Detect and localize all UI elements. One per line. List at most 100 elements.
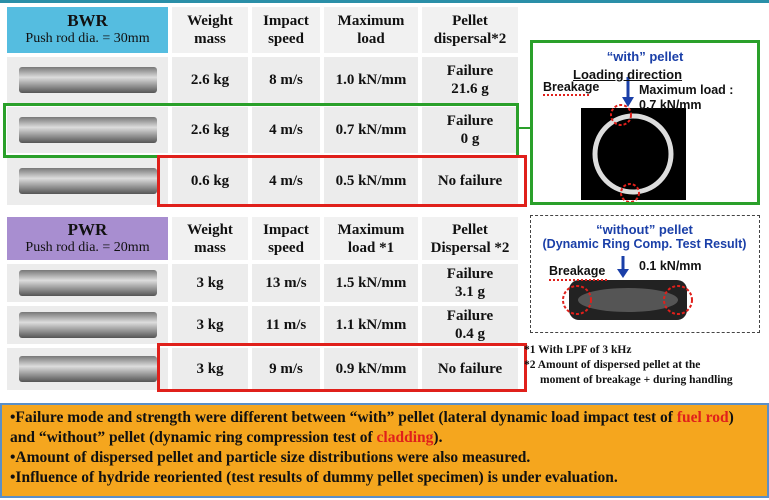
bullet: •Influence of hydride reoriented (test r… (10, 468, 759, 488)
top-rule (0, 0, 769, 3)
sample-image (18, 312, 157, 338)
summary-box: •Failure mode and strength were differen… (0, 403, 769, 498)
direction-label: Loading direction (573, 67, 683, 82)
data-cell: 2.6 kg (170, 55, 250, 105)
bullet-text: ) and “without” pellet (dynamic ring com… (10, 409, 734, 446)
cell-line: No failure (437, 173, 503, 189)
data-cell: 0.9 kN/mm (322, 346, 420, 392)
sample-image (18, 270, 157, 296)
sample-photo (5, 105, 170, 155)
sample-photo (5, 155, 170, 207)
bullet-text: •Failure mode and strength were differen… (10, 409, 677, 426)
header-line: mass (194, 239, 226, 256)
cell-text: 0.6 kg (190, 173, 230, 189)
header-line: Maximum (337, 221, 405, 238)
cell-text: 13 m/s (265, 275, 307, 291)
data-cell: Failure 0 g (420, 105, 520, 155)
cell-text: 1.0 kN/mm (335, 72, 407, 88)
cell-text: 1.1 kN/mm (335, 317, 407, 333)
data-cell: 4 m/s (250, 105, 322, 155)
cell-text: 8 m/s (269, 72, 303, 88)
header-line: speed (268, 31, 304, 47)
header-line: speed (268, 239, 304, 256)
data-cell: 1.5 kN/mm (322, 262, 420, 304)
bullet: •Amount of dispersed pellet and particle… (10, 448, 759, 468)
header-cell: Impact speed (250, 215, 322, 262)
cell-text: 1.5 kN/mm (335, 275, 407, 291)
table-title: PWR (67, 219, 108, 239)
cell-text: 0.7 kN/mm (335, 122, 407, 138)
cell-text: 3 kg (196, 317, 224, 333)
data-cell: 1.1 kN/mm (322, 304, 420, 346)
header-line: Weight (187, 13, 233, 29)
with-panel: “with” pellet Loading direction Maximum … (530, 40, 760, 205)
bullet-text: •Influence of hydride reoriented (test r… (10, 469, 618, 486)
cell-line: Failure (446, 308, 494, 324)
header-line: Maximum (337, 13, 405, 29)
bullet: •Failure mode and strength were differen… (10, 408, 759, 448)
header-cell: Pellet Dispersal *2 (420, 215, 520, 262)
cell-text: 11 m/s (265, 317, 307, 333)
header-line: Pellet (452, 221, 488, 238)
load-value: 0.7 kN/mm (639, 98, 702, 112)
header-cell: Maximum load *1 (322, 215, 420, 262)
cell-line: 3.1 g (455, 284, 485, 300)
footnote: moment of breakage + during handling (540, 374, 733, 386)
without-figure (549, 256, 693, 320)
cell-line: No failure (437, 361, 503, 377)
cell-text: 4 m/s (269, 122, 303, 138)
header-line: mass (194, 31, 226, 47)
with-figure (543, 77, 686, 202)
with-title: “with” pellet (606, 49, 684, 64)
data-cell: 3 kg (170, 262, 250, 304)
cell-text: 2.6 kg (190, 72, 230, 88)
sample-image (18, 168, 157, 194)
table-subtitle: Push rod dia. = 30mm (25, 31, 150, 46)
breakage-label: Breakage (543, 80, 600, 94)
data-cell: 0.6 kg (170, 155, 250, 207)
cell-text: 0.9 kN/mm (335, 361, 407, 377)
header-line: Dispersal *2 (430, 239, 510, 256)
table-corner: PWR Push rod dia. = 20mm (5, 215, 170, 262)
header-cell: Maximum load (322, 5, 420, 55)
data-cell: Failure 21.6 g (420, 55, 520, 105)
data-cell: 2.6 kg (170, 105, 250, 155)
table-corner: BWR Push rod dia. = 30mm (5, 5, 170, 55)
cell-line: 0 g (460, 131, 480, 147)
sample-image (18, 117, 157, 143)
header-line: dispersal*2 (433, 31, 507, 47)
data-cell: Failure 0.4 g (420, 304, 520, 346)
header-line: load *1 (347, 239, 395, 256)
load-label: Maximum load : (639, 83, 734, 97)
sample-photo (5, 304, 170, 346)
data-cell: 11 m/s (250, 304, 322, 346)
arrow (519, 127, 532, 129)
data-cell: 3 kg (170, 304, 250, 346)
load-value: 0.1 kN/mm (639, 259, 702, 273)
cell-line: Failure (446, 266, 494, 282)
cell-line: Failure (446, 113, 494, 129)
breakage-label: Breakage (549, 264, 606, 278)
highlight-red (157, 155, 527, 207)
cell-line: 0.4 g (455, 326, 485, 342)
cell-text: 4 m/s (269, 173, 303, 189)
without-title: “without” pellet (596, 222, 693, 237)
cell-text: 0.5 kN/mm (335, 173, 407, 189)
sample-image (18, 356, 157, 382)
bullet-text: cladding (376, 429, 434, 446)
data-cell: Failure 3.1 g (420, 262, 520, 304)
cell-line: 21.6 g (451, 81, 489, 97)
sample-image (18, 67, 157, 93)
footnote: *1 With LPF of 3 kHz (524, 344, 632, 356)
footnote: *2 Amount of dispersed pellet at the (524, 359, 701, 371)
without-panel: “without” pellet (Dynamic Ring Comp. Tes… (530, 215, 760, 333)
data-cell: 8 m/s (250, 55, 322, 105)
data-cell: 0.7 kN/mm (322, 105, 420, 155)
cell-text: 2.6 kg (190, 122, 230, 138)
sample-photo (5, 55, 170, 105)
cell-line: Failure (446, 63, 494, 79)
header-line: load (357, 31, 385, 47)
cell-text: 3 kg (196, 361, 224, 377)
table-title: BWR (67, 11, 108, 30)
